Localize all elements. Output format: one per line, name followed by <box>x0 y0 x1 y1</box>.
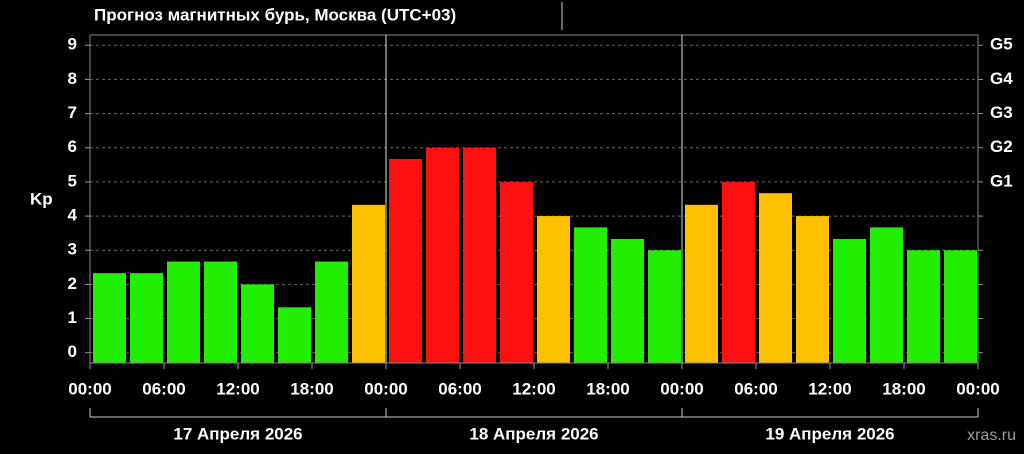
x-tick-label: 06:00 <box>142 379 185 398</box>
bar <box>907 250 940 363</box>
bar <box>944 250 977 363</box>
y2-tick-label: G3 <box>990 103 1013 122</box>
bar <box>204 261 237 363</box>
y2-tick-label: G2 <box>990 137 1013 156</box>
bar <box>278 307 311 363</box>
x-tick-label: 12:00 <box>216 379 259 398</box>
bar <box>500 181 533 363</box>
bar <box>463 147 496 363</box>
bar <box>241 284 274 363</box>
bar <box>93 273 126 363</box>
day-label: 19 Апреля 2026 <box>765 424 894 443</box>
bar <box>574 227 607 363</box>
x-tick-label: 18:00 <box>882 379 925 398</box>
watermark: xras.ru <box>967 427 1016 444</box>
bar <box>722 181 755 363</box>
y-tick-label: 5 <box>68 171 77 190</box>
y2-tick-label: G1 <box>990 171 1013 190</box>
x-tick-label: 00:00 <box>364 379 407 398</box>
bar <box>352 204 385 363</box>
x-tick-label: 00:00 <box>956 379 999 398</box>
y-tick-label: 6 <box>68 137 77 156</box>
bar <box>870 227 903 363</box>
bar <box>611 238 644 363</box>
y-tick-label: 4 <box>68 206 78 225</box>
y-tick-label: 9 <box>68 35 77 54</box>
chart-title: Прогноз магнитных бурь, Москва (UTC+03) <box>94 5 456 24</box>
x-tick-label: 18:00 <box>290 379 333 398</box>
bar <box>685 204 718 363</box>
y-tick-label: 7 <box>68 103 77 122</box>
bar <box>315 261 348 363</box>
x-tick-label: 00:00 <box>660 379 703 398</box>
x-tick-label: 06:00 <box>734 379 777 398</box>
y-tick-label: 3 <box>68 240 77 259</box>
bar <box>833 238 866 363</box>
x-tick-label: 06:00 <box>438 379 481 398</box>
y2-tick-label: G5 <box>990 35 1013 54</box>
bar <box>130 273 163 363</box>
bar <box>796 216 829 363</box>
x-tick-label: 00:00 <box>68 379 111 398</box>
x-tick-label: 12:00 <box>808 379 851 398</box>
x-tick-label: 12:00 <box>512 379 555 398</box>
y-tick-label: 1 <box>68 308 77 327</box>
bar <box>759 193 792 363</box>
y2-tick-label: G4 <box>990 69 1013 88</box>
bar <box>389 159 422 363</box>
day-label: 18 Апреля 2026 <box>469 424 598 443</box>
y-tick-label: 8 <box>68 69 77 88</box>
bar <box>426 147 459 363</box>
y-tick-label: 0 <box>68 342 77 361</box>
bar <box>167 261 200 363</box>
bar <box>648 250 681 363</box>
day-label: 17 Апреля 2026 <box>173 424 302 443</box>
y-tick-label: 2 <box>68 274 77 293</box>
x-tick-label: 18:00 <box>586 379 629 398</box>
y-axis-label: Kp <box>30 189 53 208</box>
bar <box>537 216 570 363</box>
